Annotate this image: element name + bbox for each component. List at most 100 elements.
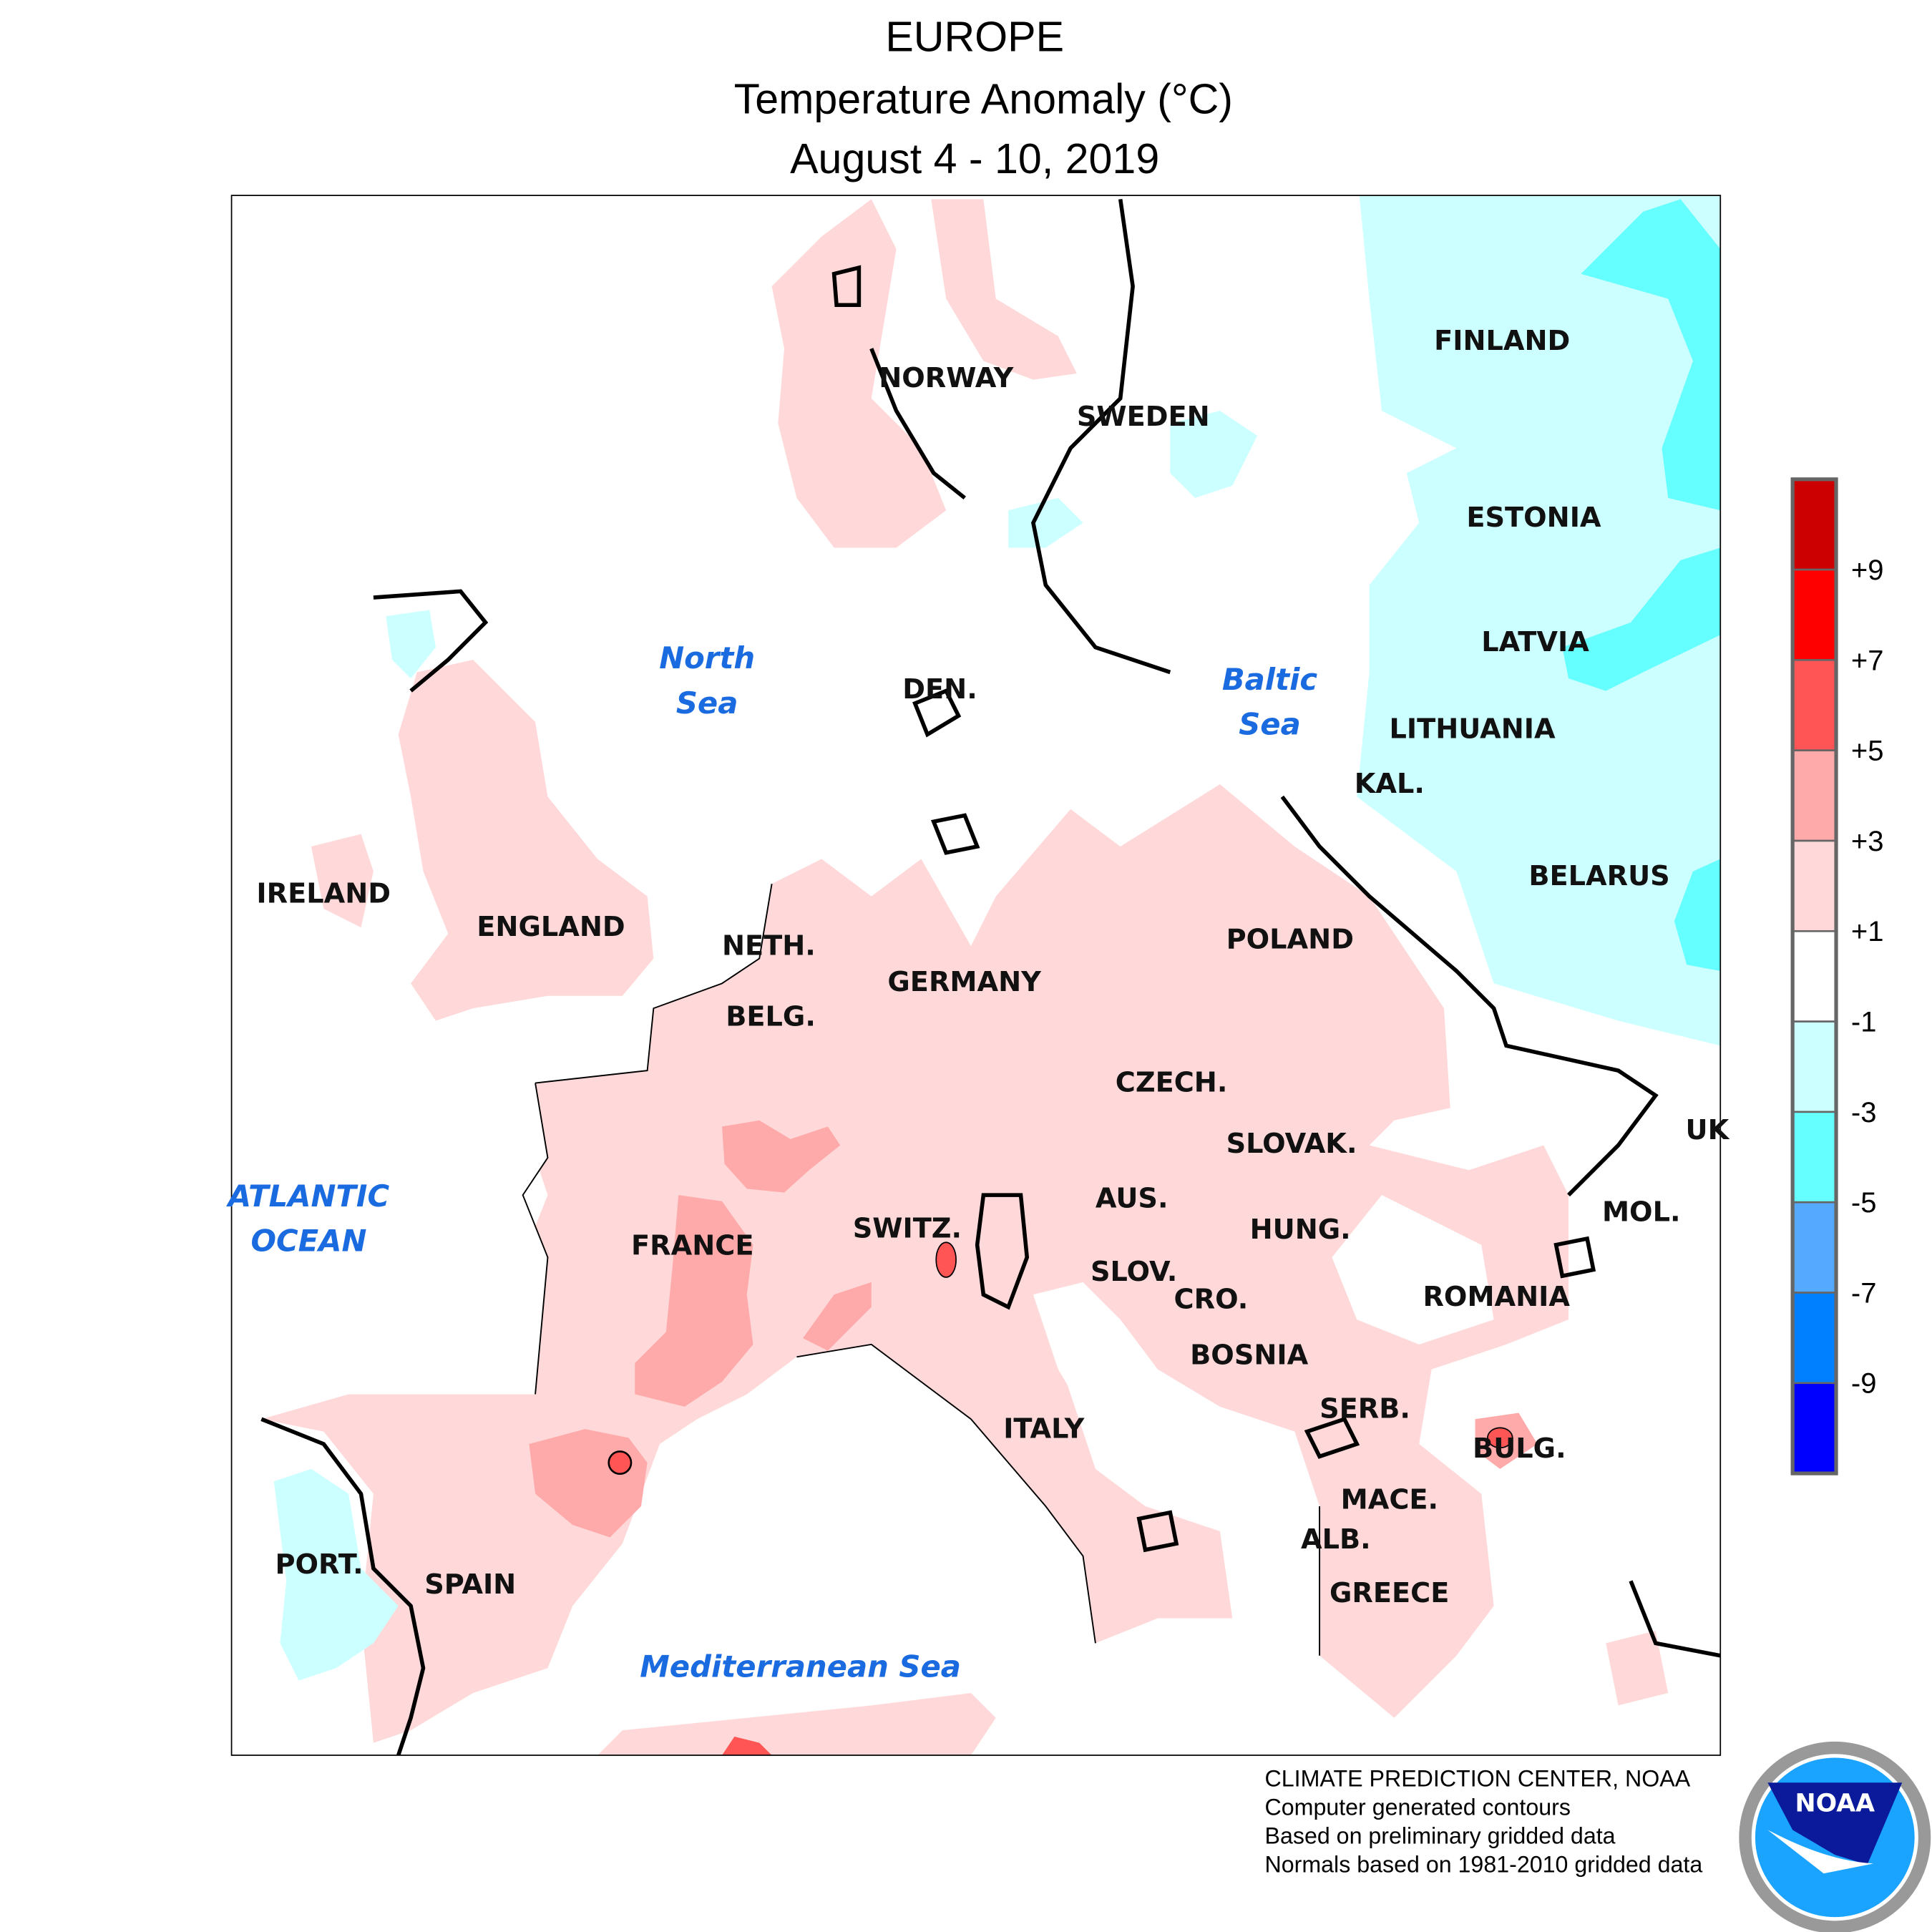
country-label: PORT. <box>275 1548 363 1581</box>
country-label: SWITZ. <box>853 1212 962 1244</box>
country-label: BOSNIA <box>1190 1340 1309 1372</box>
anomaly-region-cold-latvia <box>1562 547 1721 691</box>
contour-line <box>930 813 980 855</box>
country-label: DEN. <box>902 673 977 706</box>
anomaly-region-warm-norway-north <box>931 199 1077 380</box>
sea-label: OCEAN <box>250 1223 366 1258</box>
sea-label: Sea <box>1239 706 1301 741</box>
country-label: KAL. <box>1355 768 1425 800</box>
color-legend: +9 +7 +5 +3 +1 -1 -3 -5 -7 -9 <box>1790 477 1884 1475</box>
sea-label: ATLANTIC <box>226 1179 390 1214</box>
legend-label: +5 <box>1851 736 1884 767</box>
legend-label: -9 <box>1851 1368 1877 1400</box>
country-label: POLAND <box>1226 924 1354 956</box>
sea-label: Mediterranean Sea <box>640 1649 961 1684</box>
legend-swatch <box>1791 1201 1838 1294</box>
footer-line: Based on preliminary gridded data <box>1265 1823 1616 1848</box>
legend-swatch <box>1791 1020 1838 1113</box>
title-block: EUROPE Temperature Anomaly (°C) August 4… <box>734 12 1233 182</box>
anomaly-region-cool-sweden <box>1170 411 1258 498</box>
anomaly-region-warm-britain <box>398 660 654 1021</box>
legend-label: +7 <box>1851 645 1884 676</box>
country-label: UK <box>1686 1114 1730 1146</box>
country-label: GERMANY <box>887 966 1042 998</box>
anomaly-region-cool-northeast <box>1357 195 1721 1046</box>
legend-label: -7 <box>1851 1277 1877 1309</box>
legend-swatch <box>1791 478 1838 571</box>
anomaly-region-hot-sardinia-africa <box>722 1736 772 1755</box>
anomaly-region-hot-alps <box>803 1282 872 1351</box>
legend-swatch <box>1791 749 1838 842</box>
country-label: GREECE <box>1330 1577 1449 1609</box>
legend-swatch <box>1791 839 1838 932</box>
anomaly-region-cool-sweden-2 <box>1008 497 1083 548</box>
country-label: ALB. <box>1301 1523 1371 1556</box>
country-label: NORWAY <box>879 362 1014 394</box>
sea-label: Sea <box>676 686 738 721</box>
contour-line <box>260 1417 426 1755</box>
legend-swatch <box>1791 930 1838 1023</box>
contour-line <box>1031 198 1171 675</box>
sea-labels: North Sea Baltic Sea ATLANTIC OCEAN Medi… <box>226 640 1318 1684</box>
country-label: LATVIA <box>1481 626 1589 658</box>
country-labels: FINLAND NORWAY SWEDEN ESTONIA LATVIA DEN… <box>256 325 1729 1609</box>
country-label: SWEDEN <box>1077 401 1210 433</box>
country-label: ROMANIA <box>1423 1281 1570 1313</box>
contour-line <box>1280 795 1659 1197</box>
title-variable: Temperature Anomaly (°C) <box>734 74 1233 122</box>
legend-label: -3 <box>1851 1097 1877 1128</box>
anomaly-spot-alps <box>935 1241 957 1278</box>
logo-text: NOAA <box>1795 1789 1875 1818</box>
footer-credits: CLIMATE PREDICTION CENTER, NOAA Computer… <box>1265 1765 1703 1877</box>
sea-label: North <box>659 640 755 675</box>
legend-label: +1 <box>1851 916 1884 947</box>
contour-line <box>1136 1510 1179 1553</box>
country-label: NETH. <box>722 930 816 962</box>
contour-line <box>831 265 862 308</box>
legend-label: -5 <box>1851 1187 1877 1219</box>
legend-swatch <box>1791 659 1838 751</box>
anomaly-region-neutral-brittany <box>423 1120 548 1258</box>
anomaly-region-cold-finland-east <box>1581 199 1721 511</box>
anomaly-region-warm-aegean <box>1606 1630 1669 1706</box>
country-label: AUS. <box>1096 1183 1169 1215</box>
anomaly-region-hot-central-france <box>635 1195 753 1407</box>
country-label: SERB. <box>1319 1393 1410 1425</box>
legend-frame <box>1790 477 1838 1475</box>
anomaly-region-hot-north-france <box>722 1120 841 1193</box>
country-label: HUNG. <box>1250 1214 1351 1246</box>
country-label: CRO. <box>1174 1283 1249 1315</box>
legend-label: -1 <box>1851 1007 1877 1038</box>
anomaly-region-warm-ireland <box>311 834 374 928</box>
legend-label: +9 <box>1851 555 1884 586</box>
anomaly-spot-bulgaria <box>1487 1427 1513 1449</box>
anomaly-region-warm-norway <box>771 199 947 548</box>
contour-line <box>373 589 489 693</box>
country-label: SPAIN <box>424 1568 516 1601</box>
legend-swatch <box>1791 1382 1838 1475</box>
anomaly-region-warm-north-africa <box>597 1692 996 1755</box>
map-frame <box>230 195 1722 1756</box>
sea-label: Baltic <box>1222 662 1318 697</box>
country-label: SLOV. <box>1091 1256 1177 1288</box>
anomaly-spot-spain <box>608 1450 633 1475</box>
country-label: CZECH. <box>1116 1067 1228 1099</box>
country-label: SLOVAK. <box>1226 1128 1357 1160</box>
title-region: EUROPE <box>885 12 1064 60</box>
country-label: FRANCE <box>631 1230 753 1262</box>
contour-line <box>1629 1580 1721 1658</box>
country-label: ESTONIA <box>1466 502 1601 534</box>
country-label: FINLAND <box>1434 325 1570 357</box>
contour-line <box>912 688 962 738</box>
map-area <box>231 195 1721 1755</box>
anomaly-region-neutral-romania <box>1332 1195 1494 1345</box>
legend-swatch <box>1791 1111 1838 1204</box>
contour-line <box>869 348 966 500</box>
coastline <box>522 884 1321 1656</box>
country-label: ITALY <box>1003 1413 1085 1445</box>
anomaly-region-cool-portugal <box>273 1468 399 1681</box>
country-label: IRELAND <box>256 877 391 909</box>
anomaly-region-cold-belarus-east <box>1674 859 1721 971</box>
contour-line <box>975 1193 1030 1310</box>
